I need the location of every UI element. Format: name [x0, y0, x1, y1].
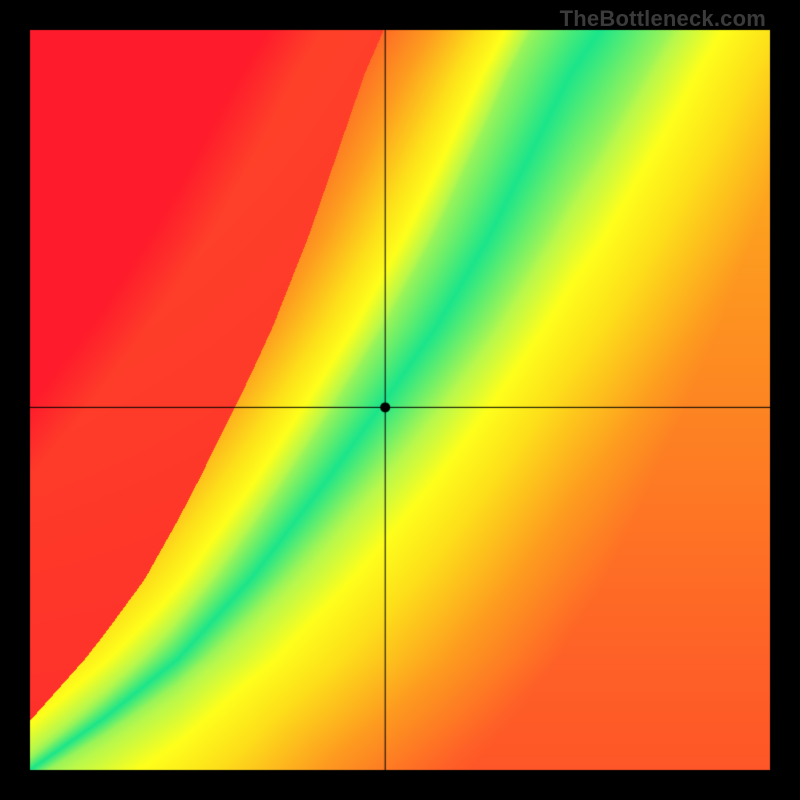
- chart-container: TheBottleneck.com: [0, 0, 800, 800]
- watermark-text: TheBottleneck.com: [560, 6, 766, 32]
- bottleneck-heatmap: [0, 0, 800, 800]
